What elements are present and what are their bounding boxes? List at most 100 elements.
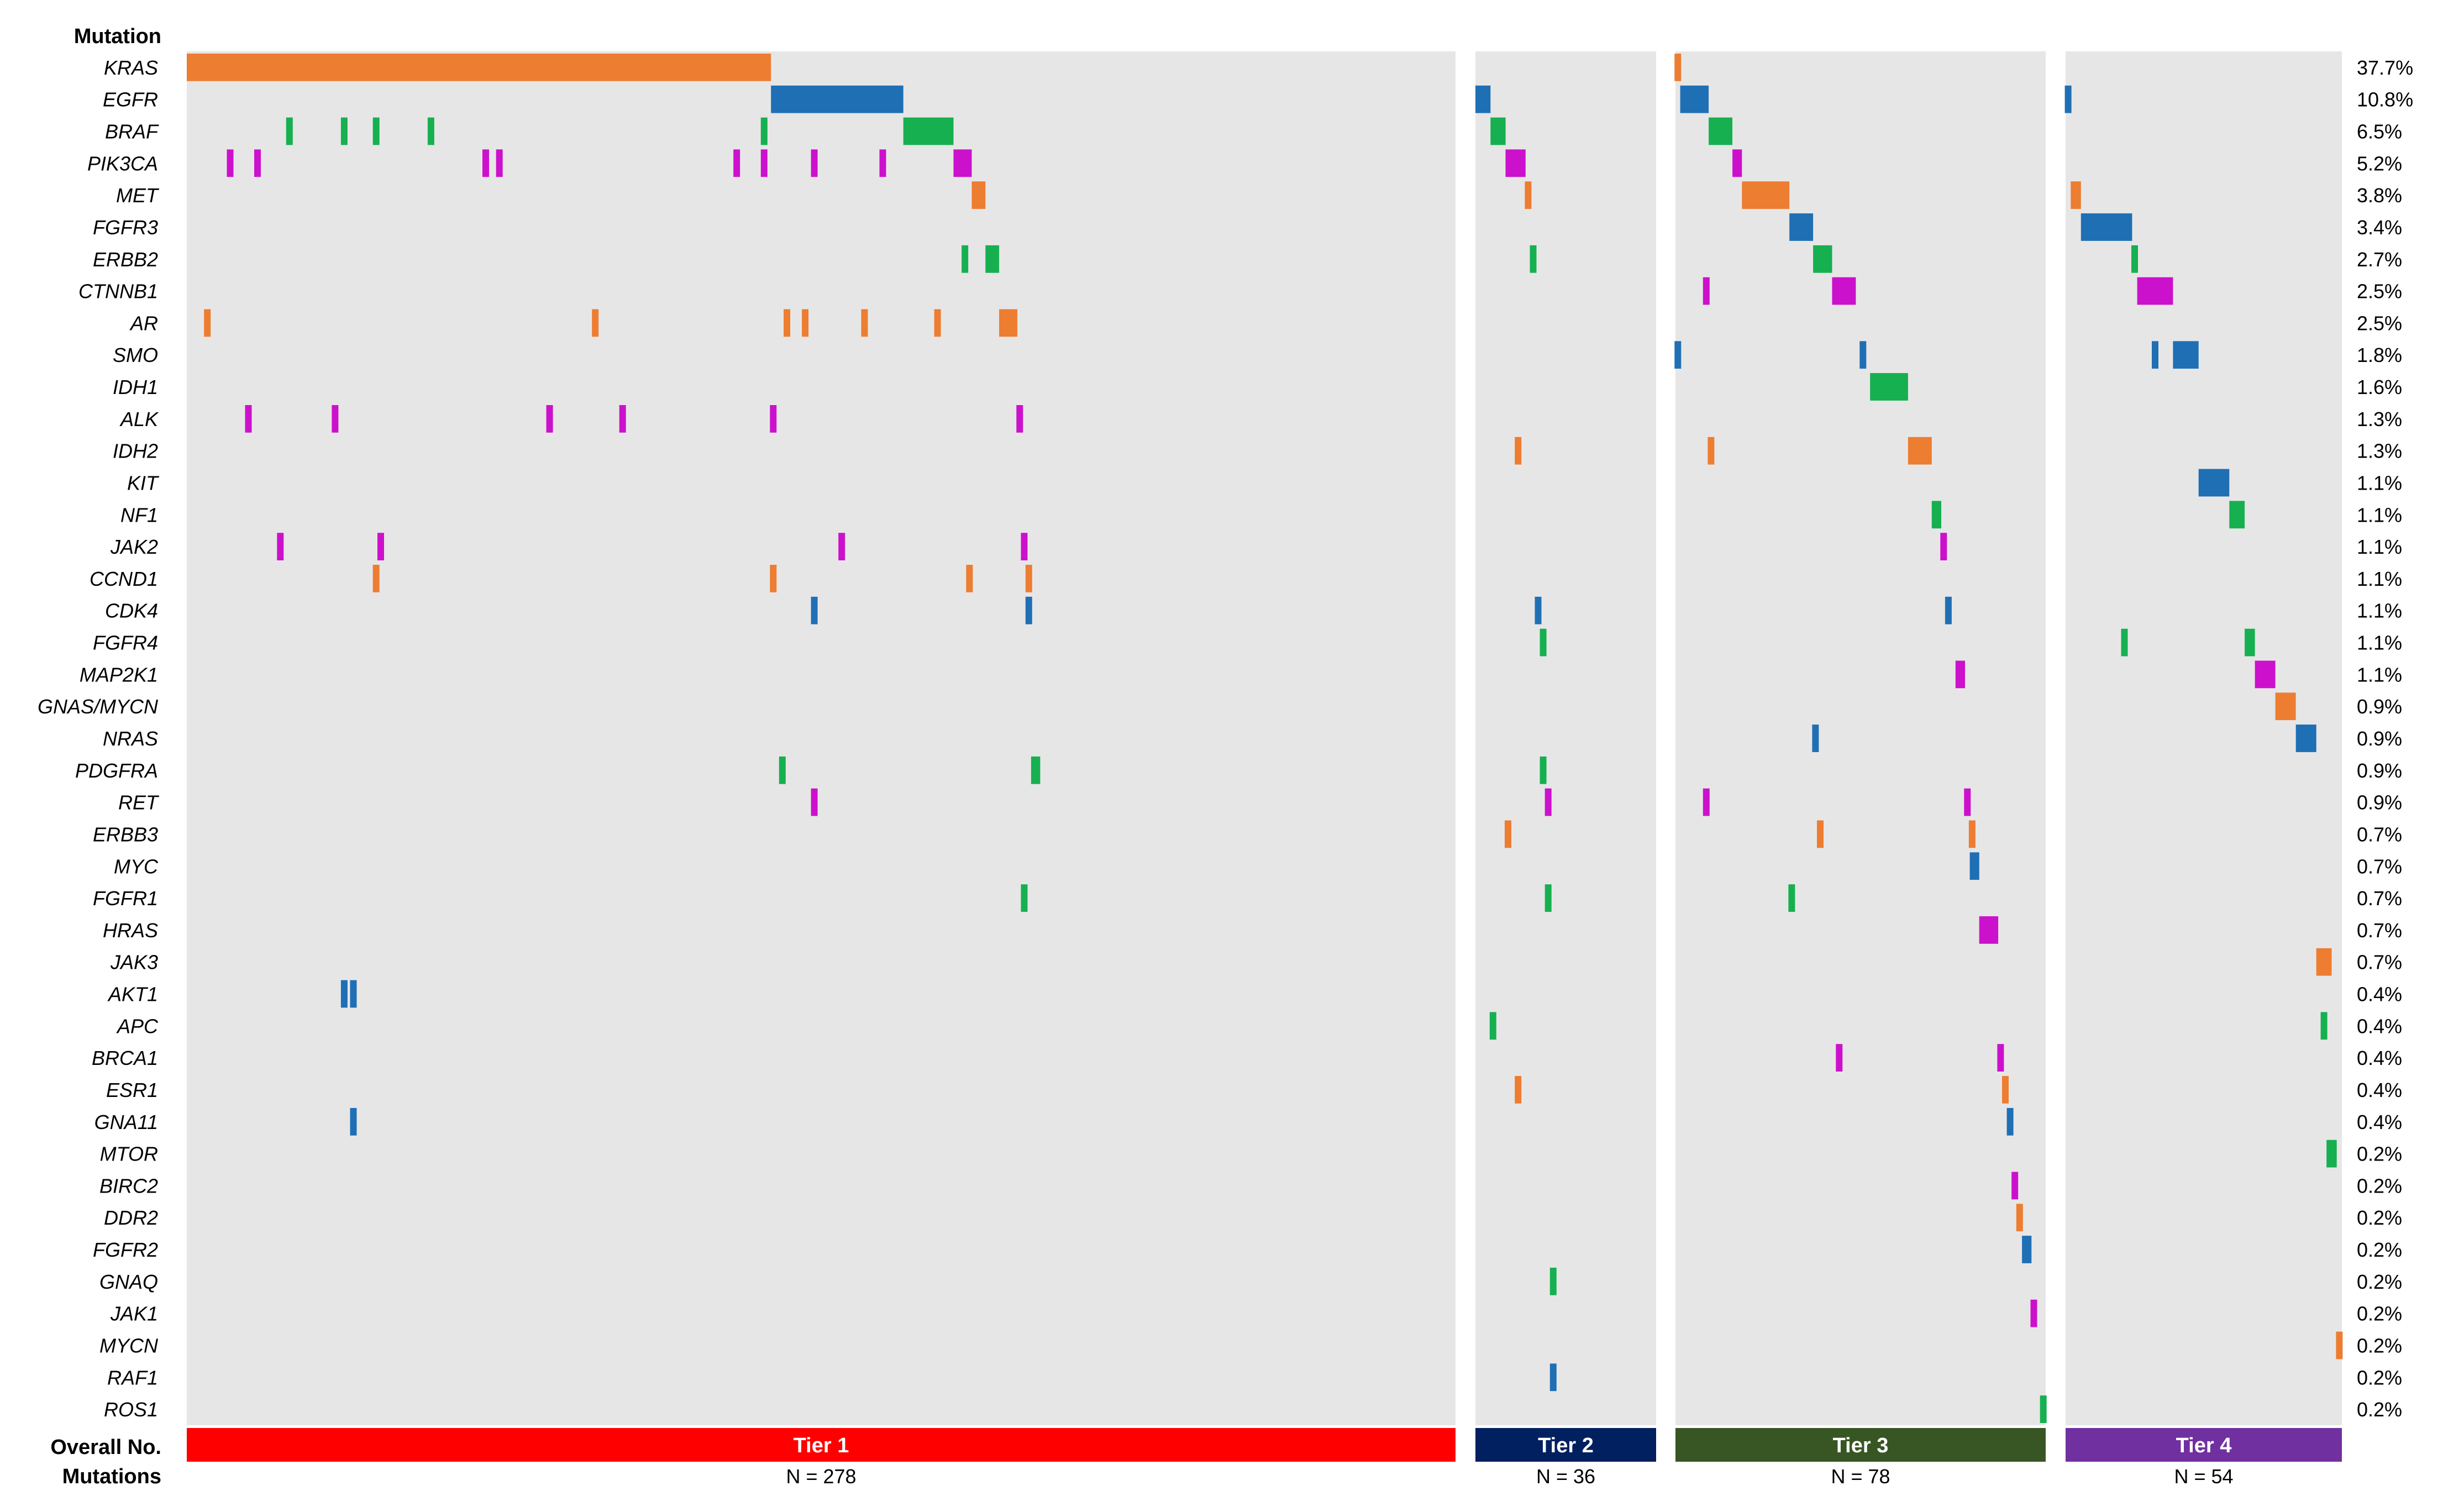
mark-tier-1-cdk4-42 <box>1025 596 1032 624</box>
mark-tier-1-jak2-33 <box>277 533 284 560</box>
mark-tier-3-idh2-12 <box>1708 437 1715 465</box>
mark-tier-2-esr1-13 <box>1515 1076 1522 1104</box>
tier-label-tier-3: Tier 3 <box>1833 1434 1889 1457</box>
mark-tier-3-esr1-28 <box>2002 1076 2009 1104</box>
pct-label-mtor: 0.2% <box>2357 1143 2402 1166</box>
mark-tier-4-smo-6 <box>2173 341 2199 369</box>
gene-label-hras: HRAS <box>103 919 158 942</box>
gene-label-mtor: MTOR <box>100 1143 158 1166</box>
tier-bar-tier-3 <box>1675 1428 2046 1462</box>
pct-label-kit: 1.1% <box>2357 472 2402 495</box>
pct-label-jak3: 0.7% <box>2357 951 2402 974</box>
mark-tier-1-pik3ca-12 <box>733 149 740 177</box>
mark-tier-4-nf1-8 <box>2229 501 2245 529</box>
mark-tier-1-ccnd1-37 <box>372 565 380 592</box>
gene-label-birc2: BIRC2 <box>99 1174 158 1197</box>
mark-tier-1-braf-7 <box>903 117 954 145</box>
mark-tier-2-braf-1 <box>1490 117 1506 145</box>
gene-label-nf1: NF1 <box>120 503 158 526</box>
mark-tier-3-ddr2-31 <box>2016 1204 2023 1232</box>
mark-tier-1-pik3ca-15 <box>879 149 886 177</box>
pct-label-mycn: 0.2% <box>2357 1335 2402 1357</box>
gene-label-raf1: RAF1 <box>107 1366 158 1389</box>
pct-label-fgfr1: 0.7% <box>2357 887 2402 910</box>
mark-tier-3-fgfr3-5 <box>1789 213 1814 241</box>
mark-tier-2-met-3 <box>1525 181 1532 209</box>
mark-tier-3-nf1-14 <box>1931 501 1941 529</box>
gene-label-fgfr1: FGFR1 <box>93 887 158 910</box>
mark-tier-4-apc-15 <box>2320 1012 2328 1040</box>
mark-tier-1-pik3ca-11 <box>496 149 503 177</box>
gene-label-pdgfra: PDGFRA <box>75 759 158 782</box>
mark-tier-3-fgfr1-24 <box>1788 884 1795 912</box>
mark-tier-1-gna11-49 <box>350 1107 357 1136</box>
mark-tier-2-cdk4-6 <box>1535 596 1542 624</box>
mark-tier-1-alk-30 <box>619 405 626 433</box>
mark-tier-1-met-17 <box>971 181 986 209</box>
mark-tier-3-brca1-26 <box>1836 1044 1843 1072</box>
mark-tier-2-erbb2-4 <box>1530 245 1537 273</box>
gene-label-gnaq: GNAQ <box>99 1271 158 1293</box>
gene-label-met: MET <box>116 184 160 207</box>
mark-tier-1-pdgfra-44 <box>1031 756 1041 784</box>
pct-label-braf: 6.5% <box>2357 120 2402 143</box>
pct-label-ros1: 0.2% <box>2357 1398 2402 1421</box>
mark-tier-4-gnas-mycn-12 <box>2275 692 2296 721</box>
pct-label-esr1: 0.4% <box>2357 1079 2402 1101</box>
mark-tier-3-birc2-30 <box>2011 1172 2019 1200</box>
mark-tier-1-ar-21 <box>592 309 599 337</box>
mark-tier-4-met-1 <box>2071 181 2081 209</box>
mark-tier-1-ar-23 <box>802 309 809 337</box>
mark-tier-4-fgfr4-9 <box>2121 628 2128 657</box>
pct-label-myc: 0.7% <box>2357 855 2402 878</box>
pct-label-ddr2: 0.2% <box>2357 1206 2402 1229</box>
mark-tier-1-ccnd1-40 <box>1025 565 1032 592</box>
tier-n-tier-2: N = 36 <box>1536 1465 1595 1488</box>
pct-label-met: 3.8% <box>2357 184 2402 207</box>
tier-bar-tier-4 <box>2066 1428 2342 1462</box>
mark-tier-3-erbb2-6 <box>1813 245 1832 273</box>
gene-label-map2k1: MAP2K1 <box>80 663 158 686</box>
pct-label-erbb2: 2.7% <box>2357 248 2402 271</box>
mark-tier-3-ctnnb1-8 <box>1832 277 1856 305</box>
mark-tier-3-erbb3-21 <box>1817 820 1824 848</box>
pct-label-gna11: 0.4% <box>2357 1111 2402 1133</box>
mark-tier-3-pik3ca-3 <box>1732 149 1742 177</box>
gene-label-mycn: MYCN <box>99 1335 159 1357</box>
pct-label-egfr: 10.8% <box>2357 88 2413 111</box>
pct-label-erbb3: 0.7% <box>2357 823 2402 846</box>
mark-tier-1-alk-31 <box>770 405 777 433</box>
mark-tier-1-alk-29 <box>546 405 553 433</box>
mark-tier-2-pdgfra-8 <box>1540 756 1547 784</box>
mark-tier-1-ar-26 <box>999 309 1018 337</box>
gene-label-myc: MYC <box>114 855 159 878</box>
mark-tier-1-cdk4-41 <box>811 596 818 624</box>
mark-tier-4-map2k1-11 <box>2255 660 2276 689</box>
gene-label-fgfr3: FGFR3 <box>93 216 158 239</box>
gene-label-ros1: ROS1 <box>104 1398 158 1421</box>
pct-label-idh1: 1.6% <box>2357 376 2402 398</box>
mark-tier-3-map2k1-17 <box>1955 660 1965 689</box>
tier-bars: Tier 1 N = 278 Tier 2 N = 36 Tier 3 N = 78 Tie… <box>187 1428 2342 1488</box>
pct-label-map2k1: 1.1% <box>2357 663 2402 686</box>
pct-label-ccnd1: 1.1% <box>2357 568 2402 590</box>
mark-tier-3-brca1-27 <box>1997 1044 2004 1072</box>
mark-tier-1-ret-45 <box>811 788 818 816</box>
mark-tier-4-nras-13 <box>2295 725 2316 752</box>
mark-tier-1-fgfr1-46 <box>1021 884 1028 912</box>
gene-label-kit: KIT <box>127 472 160 495</box>
mark-tier-1-ar-20 <box>204 309 211 337</box>
mark-tier-1-braf-3 <box>340 117 348 145</box>
pct-label-brca1: 0.4% <box>2357 1047 2402 1069</box>
mark-tier-4-jak3-14 <box>2316 948 2332 976</box>
pct-label-ar: 2.5% <box>2357 312 2402 334</box>
tier-bar-tier-2 <box>1475 1428 1656 1462</box>
gene-label-braf: BRAF <box>105 120 159 143</box>
mark-tier-2-ret-9 <box>1544 788 1552 816</box>
mark-tier-2-gnaq-14 <box>1549 1267 1557 1295</box>
mark-tier-1-jak2-36 <box>1021 533 1028 560</box>
gene-label-smo: SMO <box>113 344 158 366</box>
gene-label-gnas-mycn: GNAS/MYCN <box>38 695 159 718</box>
gene-label-jak1: JAK1 <box>110 1303 158 1325</box>
